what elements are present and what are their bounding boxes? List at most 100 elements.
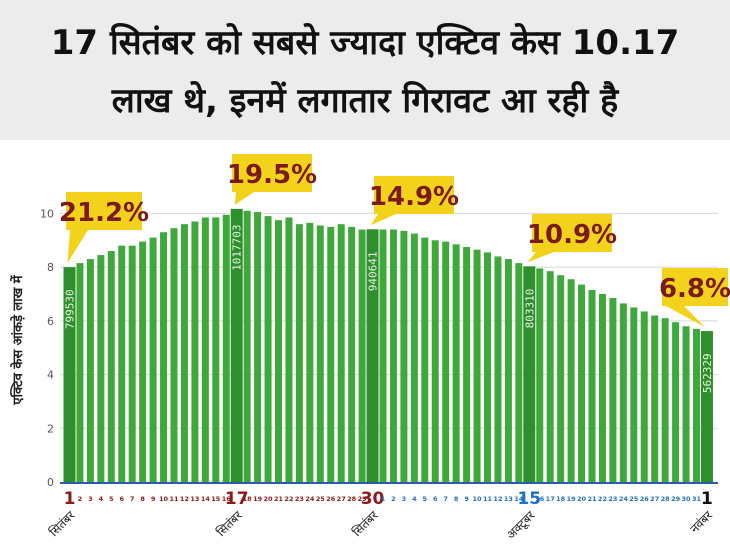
x-tick-label: 4: [99, 495, 104, 503]
bar: [275, 220, 282, 482]
bar-value-label: 940641: [367, 252, 380, 292]
bar: [609, 298, 617, 482]
y-tick-label: 4: [47, 369, 54, 382]
x-tick-label: 31: [692, 495, 702, 503]
bar: [578, 284, 586, 482]
bar: [567, 279, 575, 482]
bar: [230, 208, 243, 482]
headline-line-1: 17 सितंबर को सबसे ज्यादा एक्टिव केस 10.1…: [50, 23, 680, 63]
bar: [264, 216, 272, 482]
bar: [682, 326, 690, 482]
bar: [306, 222, 314, 482]
growth-callout-box: [532, 214, 612, 252]
growth-callout-label: 14.9%: [369, 182, 459, 212]
x-tick-label: 12: [180, 495, 189, 503]
headline-line-2: लाख थे, इनमें लगातार गिरावट आ रही है: [111, 81, 619, 121]
bar: [201, 217, 209, 482]
bar: [97, 255, 105, 482]
x-tick-label-highlight: 1: [64, 489, 76, 509]
x-tick-label: 12: [493, 495, 502, 503]
y-tick-label: 10: [40, 207, 54, 220]
growth-callout-box: [662, 268, 728, 306]
bar: [546, 271, 554, 482]
month-label: सितंबर: [47, 507, 79, 539]
x-tick-label: 29: [671, 495, 681, 503]
growth-callout-box: [374, 176, 454, 214]
x-tick-label: 6: [433, 495, 438, 503]
bar: [316, 225, 324, 482]
x-tick-label: 23: [608, 495, 617, 503]
bar: [557, 275, 565, 482]
bar: [63, 267, 76, 482]
x-tick-label: 2: [391, 495, 396, 503]
growth-callout-pointer: [67, 230, 88, 264]
x-tick-label: 3: [402, 495, 407, 503]
x-tick-label: 18: [243, 495, 253, 503]
x-tick-label: 19: [567, 495, 577, 503]
growth-callout-label: 19.5%: [227, 160, 317, 190]
bar: [473, 249, 481, 482]
y-axis-ticks: 0 2 4 6 8 10: [40, 207, 54, 489]
growth-callout-pointer: [527, 252, 554, 263]
bar: [160, 232, 168, 482]
bar: [379, 229, 387, 482]
bar: [661, 318, 669, 482]
x-tick-label: 13: [504, 495, 513, 503]
callouts: 799530 21.2% 1017703 19.5% 940641 14.9% 803310…: [59, 154, 730, 393]
x-tick-label: 21: [274, 495, 284, 503]
y-axis-label: एक्टिव केस आंकड़े लाख में: [10, 274, 26, 405]
bar: [463, 247, 471, 482]
bar: [494, 256, 502, 482]
bar: [619, 303, 627, 482]
x-tick-label: 7: [443, 495, 448, 503]
bar: [504, 259, 512, 482]
month-label: नवंबर: [687, 507, 715, 535]
y-tick-label: 2: [47, 422, 54, 435]
x-tick-label: 16: [535, 495, 545, 503]
headline: 17 सितंबर को सबसे ज्यादा एक्टिव केस 10.1…: [0, 0, 730, 140]
bar: [523, 266, 536, 482]
bar: [598, 294, 606, 482]
bar: [337, 224, 345, 482]
x-tick-label: 20: [264, 495, 274, 503]
x-tick-label: 4: [412, 495, 417, 503]
x-tick-label-highlight: 17: [225, 489, 249, 509]
x-tick-label: 7: [130, 495, 135, 503]
y-tick-label: 8: [47, 261, 54, 274]
x-tick-label: 28: [661, 495, 671, 503]
x-tick-label: 21: [587, 495, 597, 503]
bar: [651, 315, 659, 482]
bar: [222, 214, 230, 482]
bar: [118, 245, 126, 482]
x-tick-label: 6: [119, 495, 124, 503]
x-tick-label: 10: [159, 495, 169, 503]
x-tick-label: 24: [305, 495, 315, 503]
bar: [452, 244, 460, 482]
bar-value-label: 803310: [523, 289, 536, 329]
bar: [170, 228, 178, 482]
x-tick-label: 11: [169, 495, 179, 503]
x-tick-label: 22: [598, 495, 607, 503]
growth-callout-box: [232, 154, 312, 192]
bar: [700, 331, 713, 482]
bar: [410, 233, 418, 482]
x-tick-label: 11: [483, 495, 493, 503]
bar: [348, 226, 356, 482]
x-tick-label: 26: [326, 495, 336, 503]
bar-value-label: 1017703: [231, 225, 244, 271]
y-tick-label: 6: [47, 315, 54, 328]
x-tick-label: 9: [151, 495, 156, 503]
month-label: अक्टूबर: [504, 507, 539, 542]
x-tick-label: 2: [78, 495, 83, 503]
bar: [366, 229, 379, 482]
x-tick-label: 5: [423, 495, 428, 503]
x-tick-label-highlight: 30: [361, 489, 385, 509]
bar: [254, 212, 262, 482]
x-tick-label: 19: [253, 495, 263, 503]
bar: [442, 241, 450, 482]
x-tick-label: 30: [682, 495, 692, 503]
bar: [76, 263, 84, 482]
x-tick-label: 23: [295, 495, 304, 503]
